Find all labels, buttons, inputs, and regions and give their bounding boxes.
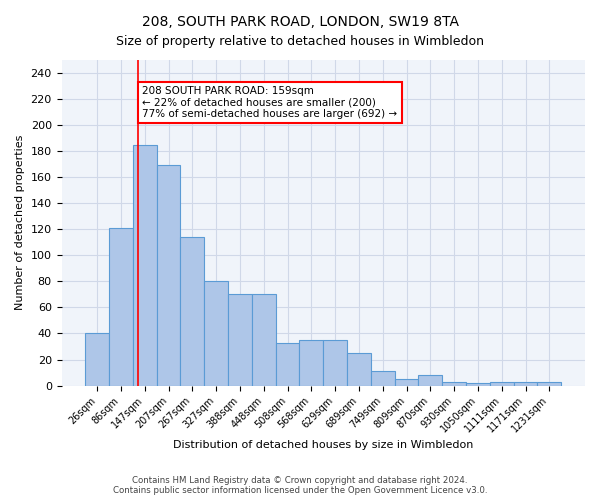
Bar [490, 382, 514, 386]
Text: 208 SOUTH PARK ROAD: 159sqm
← 22% of detached houses are smaller (200)
77% of se: 208 SOUTH PARK ROAD: 159sqm ← 22% of det… [142, 86, 398, 119]
Bar [323, 340, 347, 386]
Text: Size of property relative to detached houses in Wimbledon: Size of property relative to detached ho… [116, 35, 484, 48]
Bar [347, 353, 371, 386]
X-axis label: Distribution of detached houses by size in Wimbledon: Distribution of detached houses by size … [173, 440, 473, 450]
Bar [371, 371, 395, 386]
Bar [204, 282, 228, 386]
Bar [442, 382, 466, 386]
Bar [514, 382, 538, 386]
Bar [109, 228, 133, 386]
Bar [252, 294, 275, 386]
Bar [466, 383, 490, 386]
Text: Contains HM Land Registry data © Crown copyright and database right 2024.: Contains HM Land Registry data © Crown c… [132, 476, 468, 485]
Bar [228, 294, 252, 386]
Bar [395, 379, 418, 386]
Bar [157, 166, 181, 386]
Bar [181, 237, 204, 386]
Y-axis label: Number of detached properties: Number of detached properties [15, 135, 25, 310]
Bar [538, 382, 561, 386]
Bar [418, 375, 442, 386]
Bar [275, 342, 299, 386]
Bar [299, 340, 323, 386]
Text: 208, SOUTH PARK ROAD, LONDON, SW19 8TA: 208, SOUTH PARK ROAD, LONDON, SW19 8TA [142, 15, 458, 29]
Bar [85, 334, 109, 386]
Bar [133, 144, 157, 386]
Text: Contains public sector information licensed under the Open Government Licence v3: Contains public sector information licen… [113, 486, 487, 495]
